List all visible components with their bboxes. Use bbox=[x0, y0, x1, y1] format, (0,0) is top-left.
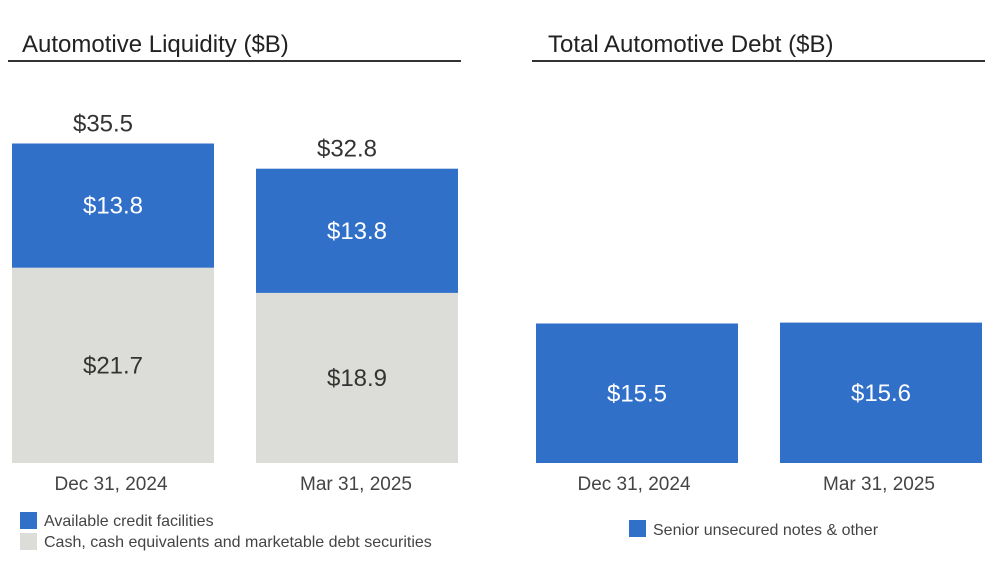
legend-swatch-credit bbox=[20, 512, 37, 529]
legend-label-cash: Cash, cash equivalents and marketable de… bbox=[44, 534, 432, 551]
debt-chart: Total Automotive Debt ($B) $15.5 $15.6 De… bbox=[532, 31, 985, 539]
debt-bar-label-mar-series-0: $15.6 bbox=[851, 380, 911, 407]
debt-bar-mar-series-0 bbox=[780, 322, 982, 463]
liquidity-bar-label-mar-series-0: $18.9 bbox=[327, 365, 387, 392]
legend-label-senior-notes: Senior unsecured notes & other bbox=[653, 522, 879, 539]
liquidity-category-label-dec: Dec 31, 2024 bbox=[54, 474, 167, 495]
liquidity-total-label-dec: $35.5 bbox=[73, 111, 133, 138]
liquidity-bar-mar-series-0 bbox=[256, 292, 458, 463]
liquidity-bar-dec-series-1 bbox=[12, 143, 214, 268]
debt-chart-title: Total Automotive Debt ($B) bbox=[548, 31, 833, 58]
liquidity-chart-title: Automotive Liquidity ($B) bbox=[22, 31, 289, 58]
liquidity-bar-label-dec-series-1: $13.8 bbox=[83, 193, 143, 220]
liquidity-total-label-mar: $32.8 bbox=[317, 136, 377, 163]
liquidity-bar-label-mar-series-1: $13.8 bbox=[327, 218, 387, 245]
debt-bars: $15.5 $15.6 bbox=[536, 322, 982, 463]
liquidity-bar-label-dec-series-0: $21.7 bbox=[83, 352, 143, 379]
debt-category-label-dec: Dec 31, 2024 bbox=[577, 474, 690, 495]
legend-swatch-senior-notes bbox=[629, 520, 646, 537]
debt-bar-label-dec-series-0: $15.5 bbox=[607, 380, 667, 407]
liquidity-bar-mar-series-1 bbox=[256, 168, 458, 293]
debt-category-label-mar: Mar 31, 2025 bbox=[823, 474, 935, 495]
liquidity-bar-dec-series-0 bbox=[12, 267, 214, 463]
legend-label-credit: Available credit facilities bbox=[44, 513, 214, 530]
liquidity-bars: $21.7 $13.8 $35.5 $18.9 $13.8 $32.8 bbox=[12, 111, 458, 463]
debt-bar-dec-series-0 bbox=[536, 323, 738, 463]
legend-swatch-cash bbox=[20, 533, 37, 550]
liquidity-category-label-mar: Mar 31, 2025 bbox=[300, 474, 412, 495]
liquidity-chart: Automotive Liquidity ($B) $21.7 $13.8 $35.… bbox=[8, 31, 461, 551]
